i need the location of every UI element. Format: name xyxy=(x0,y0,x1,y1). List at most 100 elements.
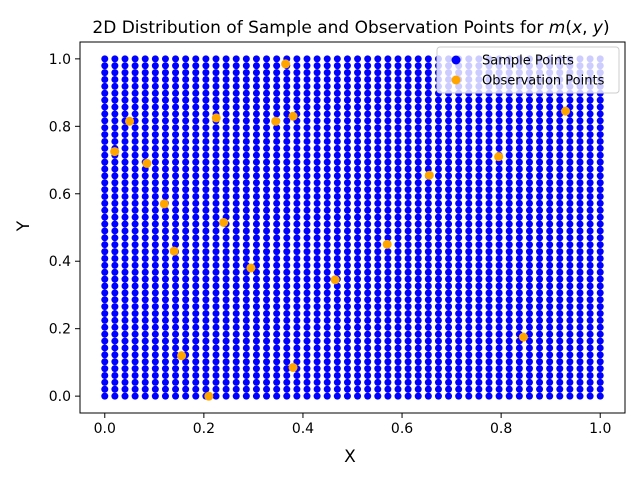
sample-point xyxy=(263,310,271,318)
sample-point xyxy=(172,296,180,304)
sample-point xyxy=(495,392,503,400)
sample-point xyxy=(556,358,564,366)
sample-point xyxy=(131,144,139,152)
sample-point xyxy=(222,303,230,311)
sample-point xyxy=(404,344,412,352)
sample-point xyxy=(283,69,291,77)
x-axis-label: X xyxy=(344,447,356,467)
sample-point xyxy=(212,172,220,180)
sample-point xyxy=(374,282,382,290)
sample-point xyxy=(263,289,271,297)
sample-point xyxy=(121,227,129,235)
sample-point xyxy=(424,358,432,366)
sample-point xyxy=(586,330,594,338)
sample-point xyxy=(172,131,180,139)
sample-point xyxy=(536,96,544,104)
plot-area xyxy=(79,41,626,414)
sample-point xyxy=(364,365,372,373)
sample-point xyxy=(252,103,260,111)
sample-point xyxy=(566,179,574,187)
sample-point xyxy=(434,179,442,187)
sample-point xyxy=(576,310,584,318)
sample-point xyxy=(333,378,341,386)
sample-point xyxy=(465,268,473,276)
sample-point xyxy=(495,371,503,379)
sample-point xyxy=(485,213,493,221)
sample-point xyxy=(566,241,574,249)
sample-point xyxy=(303,186,311,194)
sample-point xyxy=(445,186,453,194)
sample-point xyxy=(505,117,513,125)
sample-point xyxy=(515,289,523,297)
sample-point xyxy=(424,323,432,331)
sample-point xyxy=(354,82,362,90)
sample-point xyxy=(151,89,159,97)
sample-point xyxy=(232,378,240,386)
sample-point xyxy=(424,199,432,207)
sample-point xyxy=(313,131,321,139)
sample-point xyxy=(586,303,594,311)
sample-point xyxy=(273,358,281,366)
sample-point xyxy=(313,330,321,338)
sample-point xyxy=(303,206,311,214)
sample-point xyxy=(111,220,119,228)
sample-point xyxy=(455,323,463,331)
sample-point xyxy=(323,351,331,359)
sample-point xyxy=(293,124,301,132)
sample-point xyxy=(495,131,503,139)
sample-point xyxy=(445,248,453,256)
sample-point xyxy=(343,186,351,194)
sample-point xyxy=(596,275,604,283)
sample-point xyxy=(141,110,149,118)
sample-point xyxy=(485,234,493,242)
sample-point xyxy=(293,392,301,400)
sample-point xyxy=(394,206,402,214)
sample-point xyxy=(374,351,382,359)
sample-point xyxy=(273,365,281,373)
sample-point xyxy=(101,158,109,166)
sample-point xyxy=(576,371,584,379)
sample-point xyxy=(384,234,392,242)
sample-point xyxy=(101,82,109,90)
sample-point xyxy=(192,303,200,311)
sample-point xyxy=(192,365,200,373)
sample-point xyxy=(414,282,422,290)
sample-point xyxy=(283,371,291,379)
sample-point xyxy=(505,241,513,249)
sample-point xyxy=(333,234,341,242)
sample-point xyxy=(495,186,503,194)
sample-point xyxy=(424,241,432,249)
sample-point xyxy=(556,282,564,290)
sample-point xyxy=(536,213,544,221)
sample-point xyxy=(475,206,483,214)
sample-point xyxy=(273,275,281,283)
sample-point xyxy=(263,268,271,276)
sample-point xyxy=(364,172,372,180)
sample-point xyxy=(465,137,473,145)
sample-point xyxy=(172,69,180,77)
sample-point xyxy=(556,392,564,400)
sample-point xyxy=(303,358,311,366)
sample-point xyxy=(101,144,109,152)
sample-point xyxy=(192,358,200,366)
sample-point xyxy=(263,186,271,194)
sample-point xyxy=(475,103,483,111)
sample-point xyxy=(101,337,109,345)
sample-point xyxy=(404,193,412,201)
sample-point xyxy=(445,330,453,338)
sample-point xyxy=(485,323,493,331)
sample-point xyxy=(394,371,402,379)
title-x: x xyxy=(571,18,583,38)
sample-point xyxy=(354,323,362,331)
sample-point xyxy=(283,303,291,311)
sample-point xyxy=(303,289,311,297)
sample-point xyxy=(485,371,493,379)
sample-point xyxy=(151,220,159,228)
sample-point xyxy=(242,96,250,104)
sample-point xyxy=(323,69,331,77)
sample-point xyxy=(475,268,483,276)
sample-point xyxy=(384,371,392,379)
sample-point xyxy=(596,254,604,262)
sample-point xyxy=(374,296,382,304)
sample-point xyxy=(242,103,250,111)
